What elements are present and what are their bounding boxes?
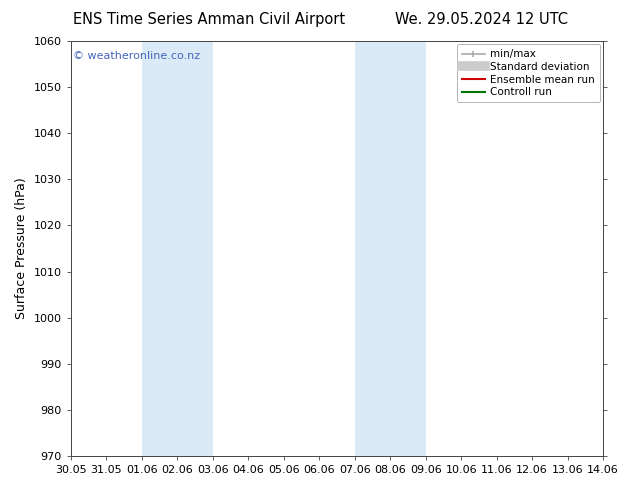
- Legend: min/max, Standard deviation, Ensemble mean run, Controll run: min/max, Standard deviation, Ensemble me…: [456, 44, 600, 102]
- Text: ENS Time Series Amman Civil Airport: ENS Time Series Amman Civil Airport: [73, 12, 346, 27]
- Bar: [354, 41, 425, 456]
- Text: © weatheronline.co.nz: © weatheronline.co.nz: [74, 51, 200, 61]
- Y-axis label: Surface Pressure (hPa): Surface Pressure (hPa): [15, 178, 28, 319]
- Bar: [141, 41, 212, 456]
- Text: We. 29.05.2024 12 UTC: We. 29.05.2024 12 UTC: [396, 12, 568, 27]
